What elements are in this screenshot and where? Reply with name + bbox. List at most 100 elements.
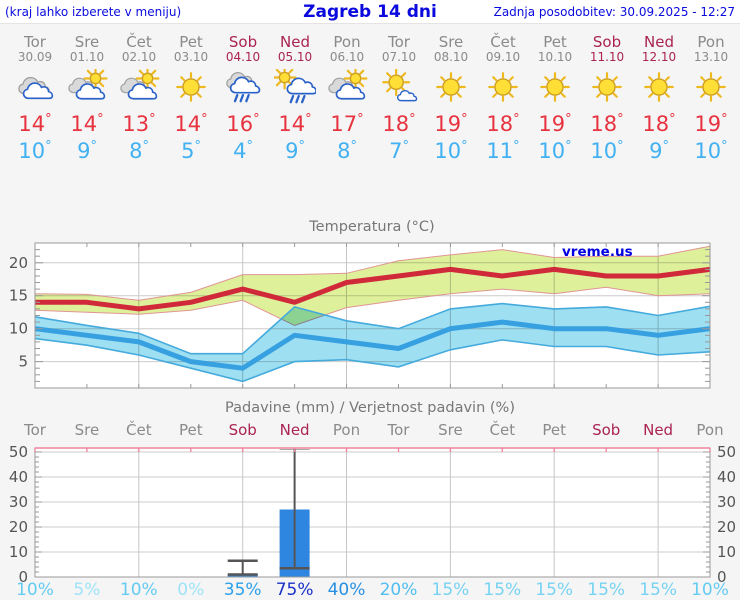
degree-symbol: ° [149, 112, 156, 127]
day-column: Sob 04.10 16° 4° [217, 24, 269, 215]
precip-day-label: Ned [643, 421, 673, 439]
precip-axis-label-left: 10 [9, 543, 28, 561]
day-name: Ned [644, 33, 674, 51]
weather-icon-cell [165, 69, 217, 107]
cloudy-icon [18, 76, 54, 100]
low-temperature: 8° [337, 139, 357, 163]
degree-symbol: ° [194, 139, 201, 154]
low-temperature: 10° [694, 139, 728, 163]
precip-day-label: Pet [542, 421, 566, 439]
degree-symbol: ° [357, 112, 364, 127]
high-temperature: 14° [174, 112, 208, 136]
vreme-us-watermark-link[interactable]: vreme.us [562, 244, 633, 260]
sunny-icon [592, 72, 622, 102]
degree-symbol: ° [90, 139, 97, 154]
weather-icon-cell [529, 69, 581, 107]
min-temperature-line [34, 319, 711, 371]
day-name: Pet [179, 33, 203, 51]
weather-icon-cell [685, 69, 737, 107]
precip-probability-label: 0% [177, 580, 204, 600]
day-name: Sre [74, 33, 100, 51]
sunny-icon [540, 72, 570, 102]
degree-symbol: ° [402, 139, 409, 154]
low-temperature: 10° [18, 139, 52, 163]
menu-hint-text: (kraj lahko izberete v meniju) [5, 4, 182, 19]
precip-probability-label: 10% [691, 580, 729, 600]
high-temperature: 19° [434, 112, 468, 136]
day-column: Čet 02.10 13° 8° [113, 24, 165, 215]
precip-probability-label: 10% [16, 580, 54, 600]
precip-probability-label: 40% [328, 580, 366, 600]
precip-probability-label: 35% [224, 580, 262, 600]
precipitation-chart: 0 0 10 10 20 20 30 30 40 40 50 50 Tor Sre Čet Pet Sob Ned… [0, 395, 740, 600]
low-temperature: 8° [129, 139, 149, 163]
weather-icon-cell [9, 69, 61, 107]
high-temperature: 16° [226, 112, 260, 136]
day-date: 02.10 [121, 50, 157, 64]
temp-axis-label: 20 [9, 254, 28, 272]
degree-symbol: ° [305, 112, 312, 127]
temperature-chart-svg: 5 10 15 20 Temperatura (°C) vreme.us [9, 219, 711, 389]
high-temperature: 18° [486, 112, 520, 136]
partly-cloudy-icon [68, 69, 108, 100]
low-temperature: 7° [389, 139, 409, 163]
degree-symbol: ° [565, 139, 572, 154]
precip-day-label: Tor [23, 421, 47, 439]
degree-symbol: ° [617, 112, 624, 127]
day-date: 11.10 [589, 50, 625, 64]
degree-symbol: ° [45, 112, 52, 127]
precip-chart-title: Padavine (mm) / Verjetnost padavin (%) [225, 400, 515, 416]
precip-axis-label-right: 20 [717, 518, 736, 536]
precip-probability-label: 15% [587, 580, 625, 600]
day-name: Sre [438, 33, 464, 51]
low-temperature: 4° [233, 139, 253, 163]
precip-probability-label: 5% [73, 580, 100, 600]
sunny-icon [176, 72, 206, 102]
precip-axis-label-left: 40 [9, 468, 28, 486]
degree-symbol: ° [298, 139, 305, 154]
precip-day-label: Pon [333, 421, 360, 439]
sunny-icon [696, 72, 726, 102]
day-date: 08.10 [433, 50, 469, 64]
weather-icon-cell [269, 69, 321, 107]
high-temperature: 14° [18, 112, 52, 136]
degree-symbol: ° [721, 139, 728, 154]
degree-symbol: ° [461, 112, 468, 127]
day-column: Pon 13.10 19° 10° [685, 24, 737, 215]
day-date: 30.09 [17, 50, 53, 64]
day-column: Pon 06.10 17° 8° [321, 24, 373, 215]
max-temperature-line [35, 266, 711, 312]
day-column: Sre 01.10 14° 9° [61, 24, 113, 215]
weather-icon-cell [425, 69, 477, 107]
precip-axis-label-right: 40 [717, 468, 736, 486]
precip-day-label: Čet [126, 420, 152, 439]
precip-axis-label-right: 10 [717, 543, 736, 561]
precip-axis-label-left: 30 [9, 493, 28, 511]
weather-icon-cell [61, 69, 113, 107]
page-title: Zagreb 14 dni [303, 1, 437, 22]
precip-day-label: Sre [438, 421, 463, 439]
low-temperature: 5° [181, 139, 201, 163]
low-temperature: 9° [649, 139, 669, 163]
day-date: 12.10 [641, 50, 677, 64]
day-column: Tor 07.10 18° 7° [373, 24, 425, 215]
precipitation-chart-svg: 0 0 10 10 20 20 30 30 40 40 50 50 Tor Sre Čet Pet Sob Ned… [9, 400, 736, 600]
high-temperature: 17° [330, 112, 364, 136]
header-bar: (kraj lahko izberete v meniju) Zagreb 14… [0, 0, 740, 24]
high-temperature: 19° [694, 112, 728, 136]
weather-icon-cell [633, 69, 685, 107]
day-date: 07.10 [381, 50, 417, 64]
high-temperature: 13° [122, 112, 156, 136]
low-temperature: 11° [486, 139, 520, 163]
weather-icon-cell [217, 69, 269, 107]
precip-day-label: Sob [229, 421, 257, 439]
day-date: 01.10 [69, 50, 105, 64]
precip-axis-label-right: 0 [717, 568, 727, 586]
precip-axis-label-left: 0 [18, 568, 28, 586]
degree-symbol: ° [201, 112, 208, 127]
degree-symbol: ° [253, 112, 260, 127]
forecast-strip: Tor 30.09 14° 10° Sre 01.10 14° 9° Čet 02.10 13° 8°… [0, 24, 740, 215]
day-name: Sob [592, 33, 622, 51]
precip-day-label: Pon [696, 421, 723, 439]
low-temperature: 10° [590, 139, 624, 163]
